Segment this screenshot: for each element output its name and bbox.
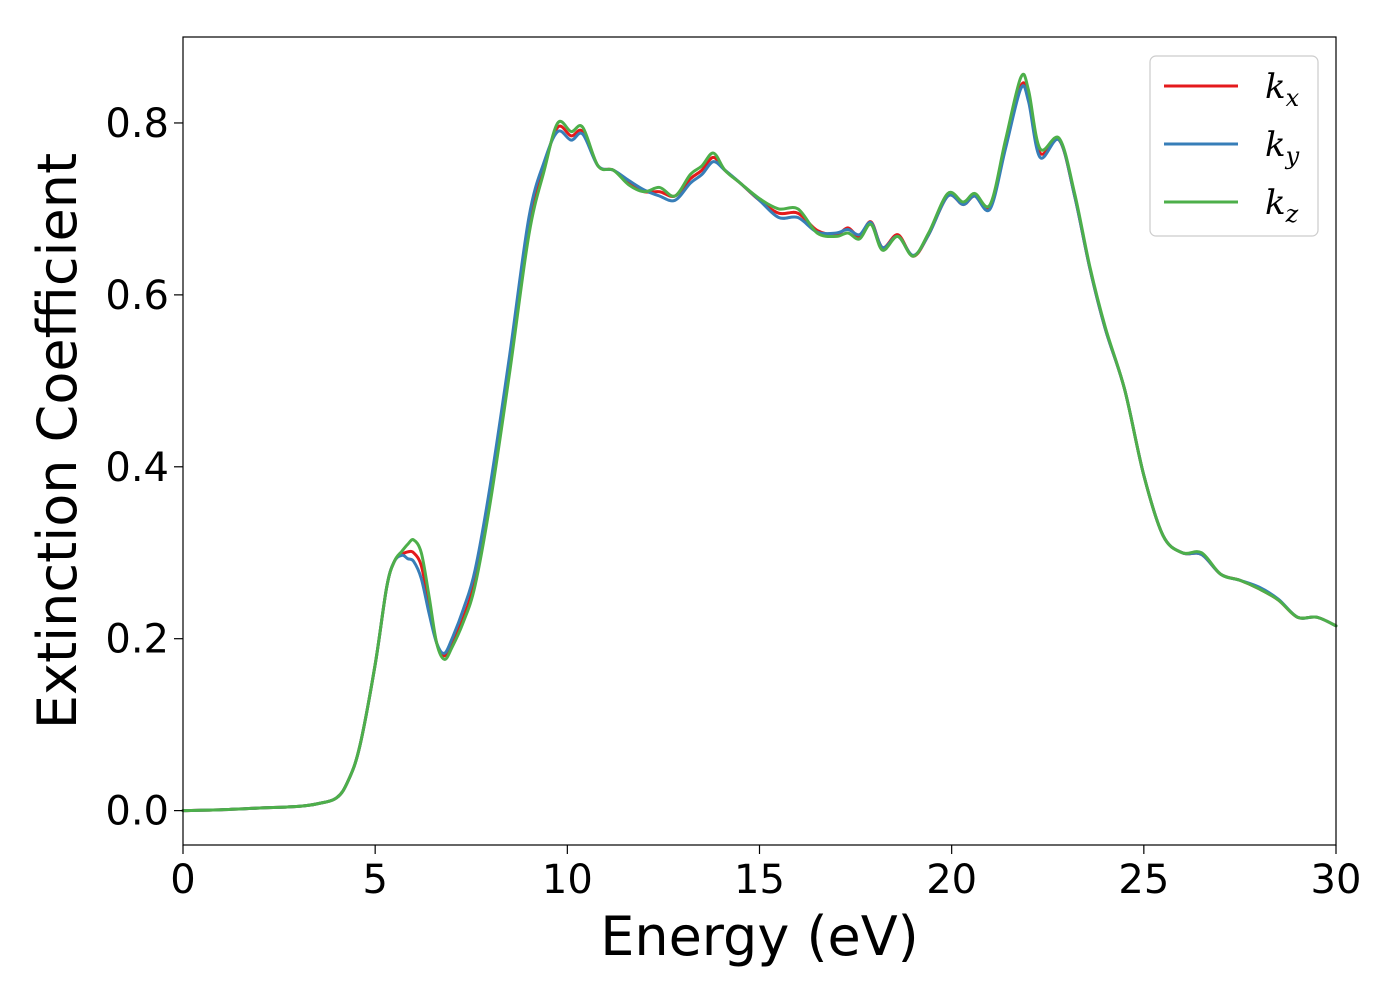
x-tick-label: 30 bbox=[1311, 857, 1362, 903]
x-tick-label: 5 bbox=[362, 857, 387, 903]
y-tick-label: 0.4 bbox=[105, 445, 169, 491]
x-tick-label: 10 bbox=[542, 857, 593, 903]
series-layer bbox=[181, 72, 1338, 813]
y-axis-title: Extinction Coefficient bbox=[26, 153, 89, 729]
plot-area bbox=[183, 37, 1336, 845]
legend-subscript: y bbox=[1285, 142, 1300, 170]
x-axis-title: Energy (eV) bbox=[600, 905, 919, 968]
legend-box bbox=[1149, 55, 1319, 237]
legend-subscript: x bbox=[1286, 84, 1300, 112]
y-axis: 0.0 0.2 0.4 0.6 0.8 bbox=[105, 101, 183, 835]
legend-subscript: z bbox=[1285, 200, 1299, 228]
y-tick-label: 0.2 bbox=[105, 617, 169, 663]
x-tick-label: 25 bbox=[1118, 857, 1169, 903]
series-line-kz bbox=[181, 72, 1338, 813]
y-tick-label: 0.0 bbox=[105, 789, 169, 835]
x-tick-label: 20 bbox=[926, 857, 977, 903]
x-axis: 0 5 10 15 20 25 30 bbox=[170, 845, 1361, 903]
x-tick-label: 0 bbox=[170, 857, 195, 903]
y-tick-label: 0.6 bbox=[105, 273, 169, 319]
y-tick-label: 0.8 bbox=[105, 101, 169, 147]
x-tick-label: 15 bbox=[734, 857, 785, 903]
